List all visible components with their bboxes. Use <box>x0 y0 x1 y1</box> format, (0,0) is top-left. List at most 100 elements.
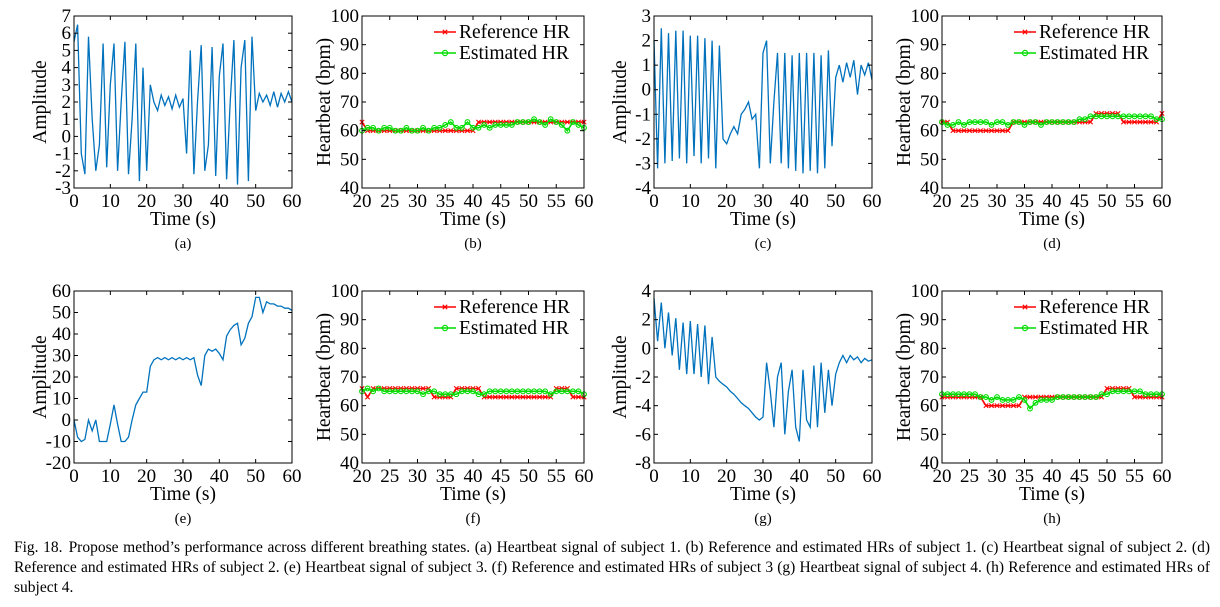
estimated-point <box>409 127 415 134</box>
x-tick-label: 35 <box>1015 191 1034 212</box>
y-axis-label: Heartbeat (bpm) <box>894 38 915 166</box>
estimated-point <box>575 388 582 395</box>
x-tick-label: 60 <box>575 466 594 487</box>
series-line-signal <box>73 296 293 443</box>
series-line-reference <box>361 387 584 399</box>
estimated-point <box>497 121 504 128</box>
reference-point <box>1087 119 1094 125</box>
y-tick-label: -2 <box>55 161 71 182</box>
estimated-point <box>1148 113 1154 120</box>
y-axis-label: Heartbeat (bpm) <box>314 313 335 441</box>
y-tick-label: -4 <box>635 396 651 417</box>
y-tick-label: 50 <box>52 303 71 324</box>
estimated-point <box>972 119 978 126</box>
estimated-point <box>1087 394 1094 401</box>
estimated-point <box>431 124 438 131</box>
y-tick-label: 1 <box>62 109 72 130</box>
subfigure-label: (c) <box>755 236 772 252</box>
reference-point <box>448 128 454 134</box>
estimated-point <box>1109 388 1116 395</box>
estimated-point <box>436 391 443 398</box>
estimated-point <box>1065 394 1072 401</box>
x-tick-label: 40 <box>1043 466 1062 487</box>
x-tick-label: 50 <box>519 466 538 487</box>
estimated-point <box>492 388 499 395</box>
x-tick-label: 60 <box>863 191 882 212</box>
estimated-point <box>1098 113 1105 120</box>
estimated-point <box>1142 113 1149 120</box>
y-tick-label: 2 <box>62 92 72 113</box>
reference-point <box>420 385 426 392</box>
subfigure-label: (d) <box>1043 236 1061 252</box>
reference-point <box>1126 119 1132 125</box>
y-tick-label: 0 <box>642 80 652 101</box>
estimated-point <box>1137 388 1143 395</box>
estimated-point <box>503 121 510 128</box>
estimated-point <box>1021 121 1028 128</box>
estimated-point <box>988 396 995 403</box>
reference-point <box>509 394 515 400</box>
y-tick-label: 4 <box>642 281 652 302</box>
y-tick-label: -1 <box>635 104 651 125</box>
x-tick-label: 55 <box>547 191 566 212</box>
estimated-point <box>977 394 984 401</box>
estimated-point <box>442 391 449 398</box>
y-tick-label: 2 <box>642 31 652 52</box>
estimated-point <box>1016 394 1022 401</box>
chart-b: 20 25 30 35 40 45 50 55 60 40 50 60 70 80 90 100 Time (s… <box>314 6 594 252</box>
estimated-point <box>364 124 371 131</box>
y-tick-label: 100 <box>331 6 360 27</box>
reference-point <box>1027 394 1033 400</box>
estimated-point <box>381 124 388 131</box>
y-tick-label: 90 <box>920 310 939 331</box>
reference-point <box>364 394 371 400</box>
y-tick-label: 6 <box>62 23 72 44</box>
reference-point <box>487 394 493 400</box>
y-axis-label: Amplitude <box>30 60 51 143</box>
x-tick-label: 30 <box>174 191 193 212</box>
estimated-point <box>1093 113 1099 120</box>
estimated-point <box>1016 119 1022 126</box>
y-axis-label: Amplitude <box>610 60 631 143</box>
estimated-point <box>1104 391 1110 398</box>
estimated-point <box>403 388 410 395</box>
x-axis-label: Time (s) <box>730 484 796 505</box>
y-tick-label: 40 <box>920 178 939 199</box>
x-tick-label: 30 <box>174 466 193 487</box>
x-tick-label: 45 <box>491 191 510 212</box>
y-tick-label: 100 <box>911 6 940 27</box>
estimated-point <box>1120 388 1127 395</box>
legend-marker-estimated <box>441 324 449 332</box>
estimated-point <box>1054 119 1061 126</box>
reference-point <box>988 403 995 409</box>
y-tick-label: 70 <box>920 92 939 113</box>
y-tick-label: 70 <box>340 92 359 113</box>
estimated-point <box>547 116 554 123</box>
x-tick-label: 50 <box>1098 191 1117 212</box>
estimated-point <box>1082 394 1088 401</box>
estimated-point <box>1120 113 1127 120</box>
estimated-point <box>569 388 576 395</box>
y-axis-label: Amplitude <box>30 335 51 418</box>
estimated-point <box>392 127 399 134</box>
estimated-point <box>1027 405 1033 412</box>
x-tick-label: 35 <box>436 191 455 212</box>
estimated-point <box>961 121 967 128</box>
reference-point <box>570 394 576 400</box>
reference-point <box>1104 385 1110 392</box>
x-tick-label: 30 <box>988 466 1007 487</box>
y-tick-label: -6 <box>635 424 651 445</box>
y-tick-label: 0 <box>62 410 72 431</box>
chart-h: 20 25 30 35 40 45 50 55 60 40 50 60 70 80 90 100 Time (s… <box>894 281 1172 527</box>
reference-point <box>961 128 967 134</box>
subfigure-label: (h) <box>1043 511 1061 527</box>
estimated-point <box>1049 396 1055 403</box>
estimated-point <box>425 127 432 134</box>
estimated-point <box>1038 121 1044 128</box>
x-tick-label: 10 <box>101 466 120 487</box>
estimated-point <box>564 127 571 134</box>
x-tick-label: 35 <box>1015 466 1034 487</box>
estimated-point <box>525 119 532 126</box>
